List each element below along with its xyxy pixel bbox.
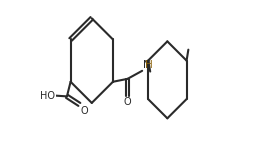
Text: N: N xyxy=(143,60,150,70)
Text: H: H xyxy=(145,60,153,70)
Text: O: O xyxy=(80,106,88,116)
Text: O: O xyxy=(123,97,131,107)
Text: HO: HO xyxy=(40,91,55,101)
